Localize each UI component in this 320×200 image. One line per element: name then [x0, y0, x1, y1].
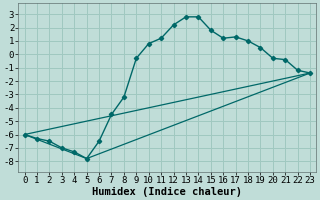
X-axis label: Humidex (Indice chaleur): Humidex (Indice chaleur) [92, 186, 242, 197]
